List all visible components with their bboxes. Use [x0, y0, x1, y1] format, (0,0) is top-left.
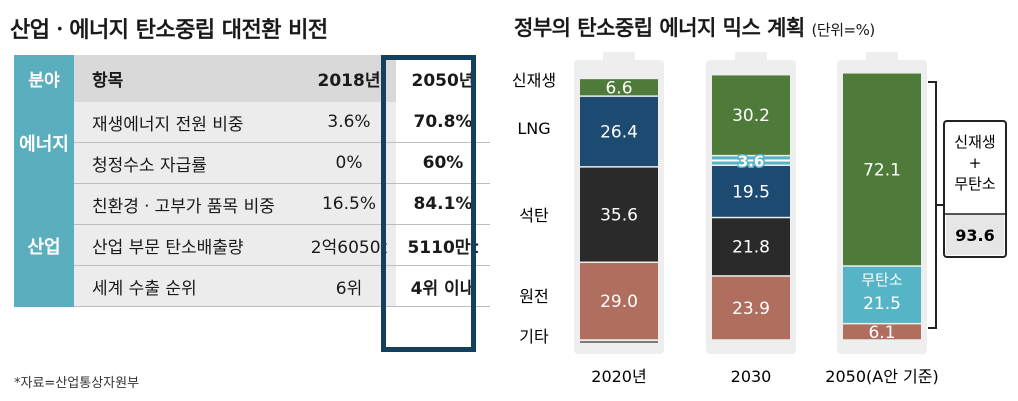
bar-value-label: 6.1	[868, 323, 895, 343]
header-category: 분야	[14, 55, 74, 102]
unit-label: (단위=%)	[811, 21, 876, 39]
row-item: 재생에너지 전원 비중	[74, 102, 302, 143]
bracket-text-nocarbon: 무탄소	[954, 175, 996, 193]
vision-table: 분야 항목 2018년 2050년 재생에너지 전원 비중 3.6% 70.8%…	[14, 55, 490, 307]
bar-segment	[580, 167, 658, 262]
bar-segment	[843, 324, 921, 340]
bar-value-label: 72.1	[863, 160, 901, 180]
bar-segment	[843, 266, 921, 323]
x-tick-label: 2030	[731, 367, 772, 386]
bracket-value-bg	[946, 214, 1004, 255]
bar-segment	[580, 96, 658, 167]
bars-layer	[574, 52, 927, 354]
chart-title: 정부의 탄소중립 에너지 믹스 계획	[514, 16, 805, 40]
bar-segment	[712, 166, 790, 217]
left-title: 산업ㆍ에너지 탄소중립 대전환 비전	[10, 18, 328, 43]
row-2018: 16.5%	[302, 184, 396, 225]
bar-segment	[712, 276, 790, 340]
bracket-text-plus: +	[969, 154, 982, 172]
header-2018: 2018년	[302, 55, 396, 102]
side-label-coal: 석탄	[519, 206, 549, 225]
row-2018: 0%	[302, 143, 396, 184]
bar-segment	[712, 218, 790, 276]
bar-value-label: 29.0	[600, 292, 638, 312]
bracket-total-value: 93.6	[955, 226, 994, 245]
side-label-lng: LNG	[517, 119, 550, 138]
bar-value-label: 21.5	[863, 294, 901, 314]
bar-segment	[843, 73, 921, 266]
table-header-row: 분야 항목 2018년 2050년	[14, 55, 490, 102]
row-item: 청정수소 자급률	[74, 143, 302, 184]
bar-value-label: 21.8	[732, 238, 770, 258]
nocarbon-bar-label: 무탄소	[861, 271, 903, 289]
bracket-text-renewable: 신재생	[954, 133, 995, 151]
row-2018: 6위	[302, 266, 396, 307]
bar-cap	[866, 52, 898, 62]
bar-cap	[735, 52, 767, 62]
row-item: 세계 수출 순위	[74, 266, 302, 307]
row-item: 친환경ㆍ고부가 품목 비중	[74, 184, 302, 225]
category-industry: 산업	[14, 184, 74, 307]
bar-value-label: 30.2	[732, 106, 770, 126]
bracket-line	[928, 81, 937, 329]
bar-segment	[712, 75, 790, 155]
side-label-etc: 기타	[519, 327, 549, 346]
bar-value-label: 23.9	[732, 299, 770, 319]
value-labels-layer: 29.0 35.6 26.4 6.6 23.9 21.8 19.5 3.6 30.2 6.1 21.…	[600, 78, 901, 343]
bar-value-label: 26.4	[600, 122, 638, 142]
source-note: *자료=산업통상자원부	[14, 376, 140, 391]
row-item: 산업 부문 탄소배출량	[74, 225, 302, 266]
bar-value-label: 35.6	[600, 206, 638, 226]
bar-segment	[580, 79, 658, 96]
right-title: 정부의 탄소중립 에너지 믹스 계획 (단위=%)	[514, 12, 875, 42]
side-label-renewable: 신재생	[512, 71, 556, 90]
bar-value-label: 6.6	[605, 78, 632, 98]
row-2018: 2억6050t	[302, 225, 396, 266]
bar-value-label: 3.6	[738, 152, 765, 170]
header-item: 항목	[74, 55, 302, 102]
table-row: 세계 수출 순위 6위 4위 이내	[14, 266, 490, 307]
x-tick-label: 2050(A안 기준)	[825, 367, 938, 386]
bar-cap	[603, 52, 635, 62]
category-energy: 에너지	[14, 102, 74, 184]
bar-value-label: 19.5	[732, 182, 770, 202]
x-tick-label: 2020년	[591, 367, 646, 386]
table-row: 재생에너지 전원 비중 3.6% 70.8%	[14, 102, 490, 143]
side-label-nuclear: 원전	[519, 287, 548, 306]
row-2018: 3.6%	[302, 102, 396, 143]
bar-segment	[580, 263, 658, 340]
